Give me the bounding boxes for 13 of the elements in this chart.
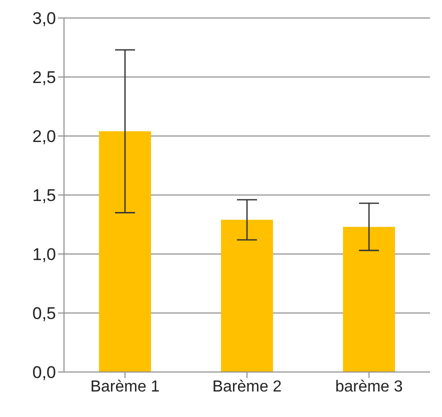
x-tick-label: Barème 2 [212, 378, 282, 396]
bar [99, 131, 151, 372]
y-tick-label: 0,0 [32, 363, 56, 382]
bar [221, 220, 273, 372]
y-tick-label: 1,5 [32, 186, 56, 206]
x-tick-label: Barème 1 [90, 378, 160, 396]
y-tick-label: 2,0 [32, 127, 56, 146]
y-tick-label: 1,0 [32, 245, 56, 264]
x-tick-label: barème 3 [335, 378, 403, 396]
bar [343, 226, 395, 372]
y-tick-label: 0,5 [32, 304, 56, 324]
y-tick-label: 2,5 [32, 68, 56, 88]
y-tick-label: 3,0 [32, 9, 56, 28]
